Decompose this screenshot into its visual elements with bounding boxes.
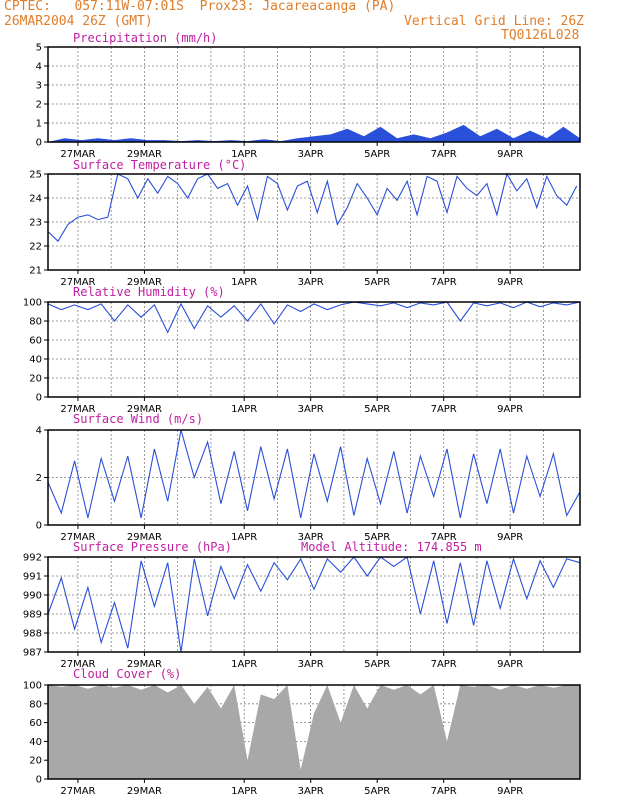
y-tick-label: 0 xyxy=(36,775,42,786)
plot-frame xyxy=(47,301,581,398)
panel-title: Surface Temperature (°C) xyxy=(73,158,246,172)
x-tick-label: 27MAR xyxy=(60,149,95,160)
y-tick-label: 100 xyxy=(23,681,42,692)
x-tick-label: 1APR xyxy=(231,532,257,543)
plot-frame xyxy=(47,173,581,271)
x-tick-label: 5APR xyxy=(364,786,390,797)
y-tick-label: 23 xyxy=(29,218,42,229)
x-tick-label: 7APR xyxy=(431,659,457,670)
x-tick-label: 27MAR xyxy=(60,277,95,288)
x-tick-label: 5APR xyxy=(364,532,390,543)
y-tick-label: 60 xyxy=(29,718,42,729)
x-tick-label: 7APR xyxy=(431,786,457,797)
panel-title: Surface Pressure (hPa) xyxy=(73,540,232,554)
series-line xyxy=(47,301,581,334)
y-tick-label: 40 xyxy=(29,737,42,748)
x-tick-label: 7APR xyxy=(431,404,457,415)
x-tick-label: 9APR xyxy=(497,786,523,797)
y-tick-label: 24 xyxy=(29,194,42,205)
x-tick-label: 5APR xyxy=(364,404,390,415)
x-tick-label: 3APR xyxy=(298,277,324,288)
y-tick-label: 4 xyxy=(36,426,42,437)
panel-title: Precipitation (mm/h) xyxy=(73,31,218,45)
y-tick-label: 988 xyxy=(23,629,42,640)
y-tick-label: 5 xyxy=(36,43,42,54)
y-tick-label: 20 xyxy=(29,756,42,767)
x-tick-label: 3APR xyxy=(298,404,324,415)
x-tick-label: 29MAR xyxy=(127,659,162,670)
header-line-2-right: Vertical Grid Line: 26Z xyxy=(404,14,585,29)
x-tick-label: 7APR xyxy=(431,149,457,160)
panel-annotation: Model Altitude: 174.855 m xyxy=(301,540,482,554)
series-line xyxy=(47,556,581,653)
plot-frame xyxy=(47,429,581,526)
series-line xyxy=(47,172,578,243)
y-tick-label: 989 xyxy=(23,610,42,621)
x-tick-label: 29MAR xyxy=(127,149,162,160)
x-tick-label: 29MAR xyxy=(127,277,162,288)
x-tick-label: 9APR xyxy=(497,149,523,160)
y-tick-label: 80 xyxy=(29,317,42,328)
x-tick-label: 3APR xyxy=(298,532,324,543)
y-tick-label: 60 xyxy=(29,336,42,347)
x-tick-label: 9APR xyxy=(497,532,523,543)
y-tick-label: 1 xyxy=(36,119,42,130)
header-line-1: CPTEC: 057:11W-07:01S Prox23: Jacareacan… xyxy=(4,0,396,14)
y-tick-label: 2 xyxy=(36,473,42,484)
x-tick-label: 27MAR xyxy=(60,404,95,415)
x-tick-label: 1APR xyxy=(231,659,257,670)
y-tick-label: 0 xyxy=(36,138,42,149)
x-tick-label: 29MAR xyxy=(127,404,162,415)
x-tick-label: 9APR xyxy=(497,659,523,670)
y-tick-label: 21 xyxy=(29,266,42,277)
x-tick-label: 5APR xyxy=(364,149,390,160)
y-tick-label: 22 xyxy=(29,242,42,253)
plot-frame xyxy=(47,556,581,653)
plot-frame xyxy=(47,684,581,780)
header-line-2-left: 26MAR2004 26Z (GMT) xyxy=(4,14,153,29)
y-tick-label: 4 xyxy=(36,62,42,73)
y-tick-label: 990 xyxy=(23,591,42,602)
plot-frame xyxy=(47,46,581,143)
x-tick-label: 1APR xyxy=(231,404,257,415)
x-tick-label: 27MAR xyxy=(60,786,95,797)
y-tick-label: 0 xyxy=(36,521,42,532)
x-tick-label: 1APR xyxy=(231,149,257,160)
y-tick-label: 0 xyxy=(36,393,42,404)
y-tick-label: 987 xyxy=(23,648,42,659)
x-tick-label: 3APR xyxy=(298,149,324,160)
x-tick-label: 3APR xyxy=(298,659,324,670)
x-tick-label: 29MAR xyxy=(127,786,162,797)
panel-title: Surface Wind (m/s) xyxy=(73,412,203,426)
precipitation-area xyxy=(48,124,580,142)
y-tick-label: 25 xyxy=(29,170,42,181)
x-tick-label: 9APR xyxy=(497,277,523,288)
y-tick-label: 100 xyxy=(23,298,42,309)
x-tick-label: 9APR xyxy=(497,404,523,415)
x-tick-label: 7APR xyxy=(431,277,457,288)
y-tick-label: 991 xyxy=(23,572,42,583)
y-tick-label: 3 xyxy=(36,81,42,92)
x-tick-label: 3APR xyxy=(298,786,324,797)
panel-title: Cloud Cover (%) xyxy=(73,667,181,681)
panel-title: Relative Humidity (%) xyxy=(73,285,225,299)
y-tick-label: 2 xyxy=(36,100,42,111)
x-tick-label: 5APR xyxy=(364,277,390,288)
x-tick-label: 1APR xyxy=(231,786,257,797)
x-tick-label: 7APR xyxy=(431,532,457,543)
x-tick-label: 5APR xyxy=(364,659,390,670)
y-tick-label: 40 xyxy=(29,355,42,366)
series-line xyxy=(47,429,581,519)
x-tick-label: 29MAR xyxy=(127,532,162,543)
x-tick-label: 27MAR xyxy=(60,659,95,670)
y-tick-label: 992 xyxy=(23,553,42,564)
y-tick-label: 80 xyxy=(29,699,42,710)
cloud-cover-area xyxy=(48,685,580,779)
x-tick-label: 1APR xyxy=(231,277,257,288)
y-tick-label: 20 xyxy=(29,374,42,385)
header-line-3-right: TQ0126L028 xyxy=(501,28,580,43)
x-tick-label: 27MAR xyxy=(60,532,95,543)
